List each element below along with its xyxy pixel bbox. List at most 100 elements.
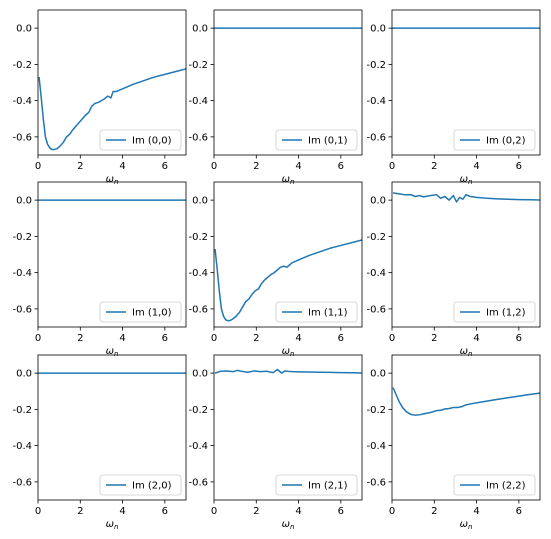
axes-frame [391,354,541,501]
subplot-0-2: 0 2 4 6 0.0 -0.2 -0.4 -0.6 ωn Im (0,2) [366,9,541,186]
x-tick-label: 4 [295,161,301,172]
subplot-0-1: 0 2 4 6 0.0 -0.2 -0.4 -0.6 ωn Im (0,1) [188,9,363,186]
x-tick-label: 6 [516,333,522,344]
x-tick-label: 0 [35,506,41,517]
subplot-1-1: 0 2 4 6 0.0 -0.2 -0.4 -0.6 ωn Im (1,1) [188,181,363,358]
legend-label: Im (1,1) [308,308,348,319]
x-tick-label: 6 [516,506,522,517]
subplot-2-0: 0 2 4 6 0.0 -0.2 -0.4 -0.6 ωn Im (2,0) [12,354,187,531]
y-tick-label: 0.0 [16,369,32,380]
axes-frame [213,354,363,501]
y-tick-label: -0.2 [12,60,32,71]
series-line [392,192,540,203]
x-tick-label: 4 [295,333,301,344]
legend-label: Im (0,2) [486,136,526,147]
x-tick-label: 2 [253,161,259,172]
axes-frame [213,9,363,156]
x-tick-label: 0 [389,506,395,517]
y-tick-label: -0.2 [188,232,208,243]
y-tick-label: -0.6 [12,477,32,488]
x-tick-label: 0 [35,161,41,172]
legend: Im (1,2) [453,301,536,323]
x-axis-label: ωn [460,346,473,358]
y-tick-label: -0.2 [188,60,208,71]
x-tick-label: 2 [431,506,437,517]
x-tick-label: 2 [77,506,83,517]
series-line [214,368,362,374]
axes-frame [37,354,187,501]
x-tick-label: 2 [253,506,259,517]
y-tick-label: -0.4 [188,441,208,452]
y-tick-label: -0.4 [366,441,386,452]
x-tick-label: 0 [211,333,217,344]
legend-box [453,301,536,323]
series-line [214,239,362,322]
x-tick-label: 6 [162,333,168,344]
legend: Im (2,1) [275,474,358,496]
x-tick-label: 0 [211,506,217,517]
x-tick-label: 4 [473,333,479,344]
x-tick-label: 2 [77,161,83,172]
legend-label: Im (2,0) [132,481,172,492]
x-tick-label: 0 [35,333,41,344]
x-tick-label: 6 [162,161,168,172]
x-tick-label: 0 [389,161,395,172]
x-axis-label: ωn [282,519,295,531]
y-tick-label: -0.4 [366,96,386,107]
axes-frame [37,181,187,328]
y-tick-label: -0.6 [366,304,386,315]
legend-box [99,129,182,151]
subplot-1-2: 0 2 4 6 0.0 -0.2 -0.4 -0.6 ωn Im (1,2) [366,181,541,358]
subplot-2-1: 0 2 4 6 0.0 -0.2 -0.4 -0.6 ωn Im (2,1) [188,354,363,531]
x-tick-label: 4 [473,161,479,172]
legend-box [275,474,358,496]
subplot-1-0: 0 2 4 6 0.0 -0.2 -0.4 -0.6 ωn Im (1,0) [12,181,187,358]
legend-label: Im (2,1) [308,481,348,492]
y-tick-label: 0.0 [192,369,208,380]
x-axis-label: ωn [460,174,473,186]
y-tick-label: -0.4 [188,268,208,279]
legend-label: Im (0,0) [132,136,172,147]
y-tick-label: 0.0 [192,196,208,207]
x-axis-label: ωn [282,346,295,358]
y-tick-label: 0.0 [370,24,386,35]
x-axis-label: ωn [106,519,119,531]
legend-label: Im (1,0) [132,308,172,319]
y-tick-label: -0.6 [12,132,32,143]
x-tick-label: 4 [119,506,125,517]
x-tick-label: 2 [431,161,437,172]
legend: Im (1,1) [275,301,358,323]
y-tick-label: -0.2 [366,405,386,416]
legend-label: Im (2,2) [486,481,526,492]
legend-label: Im (1,2) [486,308,526,319]
axes-frame [213,181,363,328]
legend-box [99,474,182,496]
x-tick-label: 6 [338,161,344,172]
y-tick-label: -0.2 [188,405,208,416]
y-tick-label: -0.6 [188,304,208,315]
x-tick-label: 6 [516,161,522,172]
y-tick-label: -0.6 [366,132,386,143]
y-tick-label: -0.4 [188,96,208,107]
y-tick-label: -0.4 [12,441,32,452]
x-tick-label: 2 [77,333,83,344]
x-tick-label: 6 [162,506,168,517]
y-tick-label: -0.6 [188,132,208,143]
legend-box [275,301,358,323]
x-tick-label: 4 [119,161,125,172]
legend-box [453,129,536,151]
axes-frame [37,9,187,156]
legend-box [99,301,182,323]
x-tick-label: 4 [119,333,125,344]
legend-label: Im (0,1) [308,136,348,147]
y-tick-label: -0.6 [12,304,32,315]
x-tick-label: 4 [473,506,479,517]
x-tick-label: 4 [295,506,301,517]
x-tick-label: 0 [389,333,395,344]
axes-frame [391,181,541,328]
legend-box [275,129,358,151]
legend: Im (0,0) [99,129,182,151]
x-axis-label: ωn [282,174,295,186]
x-axis-label: ωn [460,519,473,531]
